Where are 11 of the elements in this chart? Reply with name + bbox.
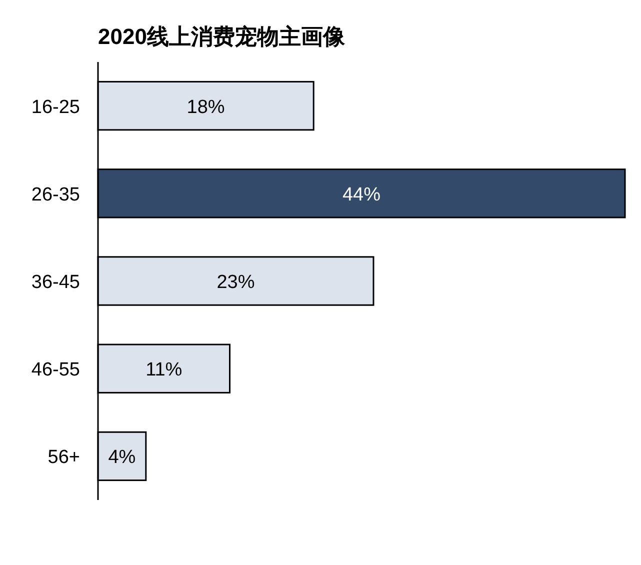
y-tick-label: 16-25 xyxy=(31,96,80,118)
data-label: 11% xyxy=(146,360,182,381)
data-label: 4% xyxy=(108,447,136,468)
data-label: 23% xyxy=(216,272,255,293)
y-tick-label: 26-35 xyxy=(31,184,80,206)
y-tick-label: 56+ xyxy=(48,447,80,468)
y-tick-label: 36-45 xyxy=(31,272,80,293)
y-tick-label: 46-55 xyxy=(31,360,80,381)
data-label: 44% xyxy=(342,184,381,206)
chart-title: 2020线上消费宠物主画像 xyxy=(98,24,346,49)
data-label: 18% xyxy=(186,96,225,118)
